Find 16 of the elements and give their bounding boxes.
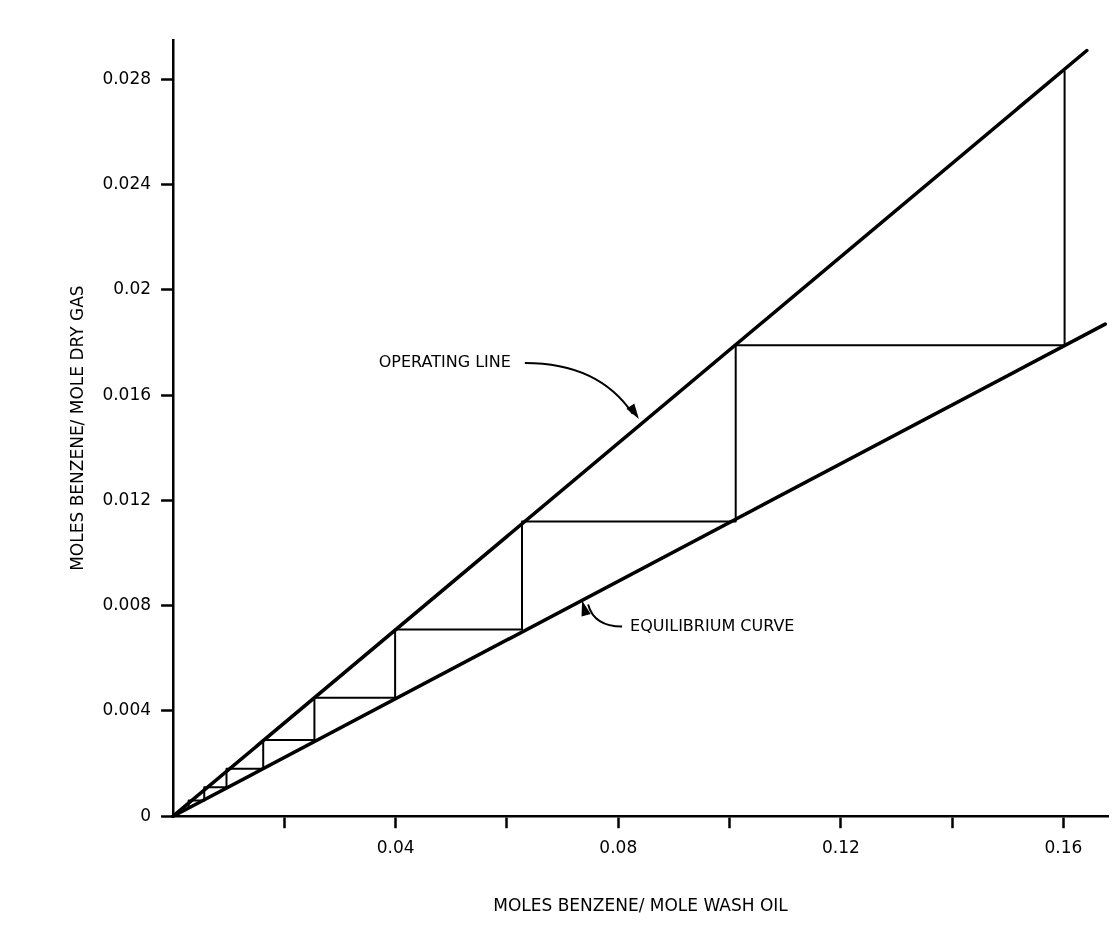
y-axis-title: MOLES BENZENE/ MOLE DRY GAS [66,285,87,571]
y-tick-label: 0.028 [102,67,152,88]
x-tick-label: 0.12 [821,836,860,857]
y-tick-label: 0.02 [113,278,152,299]
y-tick-label: 0 [140,804,152,825]
x-tick-label: 0.16 [1044,836,1083,857]
y-tick-label: 0.024 [102,173,152,194]
x-tick-label: 0.08 [599,836,638,857]
annotation: OPERATING LINE [378,352,511,372]
x-axis-title: MOLES BENZENE/ MOLE WASH OIL [493,895,789,916]
y-tick-label: 0.012 [102,488,152,509]
y-tick-label: 0.016 [102,383,152,404]
x-tick-label: 0.04 [376,836,415,857]
annotation: EQUILIBRIUM CURVE [630,615,795,635]
y-tick-label: 0.004 [102,699,152,720]
y-tick-label: 0.008 [102,594,152,615]
